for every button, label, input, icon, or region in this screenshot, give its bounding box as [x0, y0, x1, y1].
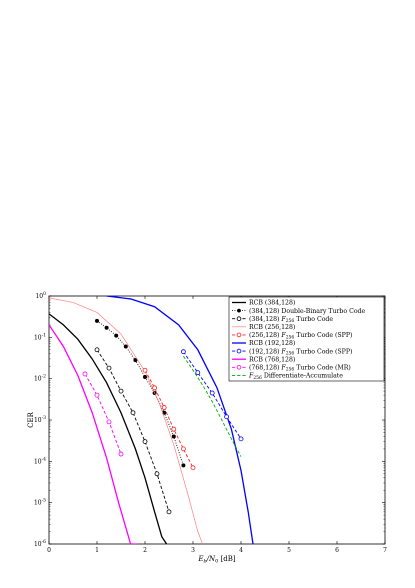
- data-point: [104, 325, 109, 330]
- legend-label: (256,128) F256 Turbo Code (SPP): [249, 332, 352, 340]
- data-point: [123, 344, 128, 349]
- y-axis-label: CER: [27, 411, 35, 427]
- y-tick-label: 10-3: [34, 415, 46, 424]
- x-tick-label: 4: [239, 547, 243, 554]
- data-point: [166, 509, 172, 515]
- data-point: [142, 374, 147, 379]
- x-tick-label: 1: [95, 547, 99, 554]
- legend-label: RCB (768,128): [249, 356, 295, 363]
- legend-label: (384,128) F256 Turbo Code: [249, 316, 333, 324]
- series-0: [49, 313, 168, 544]
- series-line: [49, 324, 138, 544]
- data-point: [190, 465, 196, 471]
- legend: RCB (384,128)(384,128) Double-Binary Tur…: [228, 296, 385, 382]
- legend-label: RCB (192,128): [249, 340, 295, 347]
- y-tick-label: 10-1: [34, 332, 46, 341]
- data-point: [142, 439, 148, 445]
- data-point: [106, 419, 112, 425]
- legend-marker: [236, 316, 242, 322]
- data-point: [224, 414, 230, 420]
- series-3: [49, 297, 203, 544]
- data-point: [94, 347, 100, 353]
- data-point: [171, 434, 176, 439]
- data-point: [180, 446, 186, 452]
- series-2: [94, 347, 172, 515]
- series-4: [142, 367, 196, 471]
- legend-label: RCB (256,128): [249, 324, 295, 331]
- data-point: [238, 436, 244, 442]
- x-tick-label: 3: [191, 547, 195, 554]
- data-point: [161, 405, 167, 410]
- legend-marker: [237, 308, 241, 313]
- series-5: [106, 296, 254, 544]
- series-line: [96, 320, 184, 466]
- series-line: [96, 349, 170, 512]
- series-8: [82, 371, 124, 457]
- data-point: [195, 370, 201, 376]
- series-line: [183, 355, 242, 457]
- x-tick-label: 7: [383, 547, 387, 554]
- data-point: [114, 333, 119, 338]
- data-point: [118, 388, 124, 394]
- series-layer: [49, 296, 254, 544]
- series-line: [49, 297, 203, 544]
- y-tick-label: 10-2: [34, 374, 46, 383]
- series-6: [180, 349, 244, 442]
- series-line: [106, 296, 254, 544]
- y-tick-label: 10-6: [34, 539, 46, 548]
- data-point: [82, 371, 88, 377]
- data-point: [152, 385, 158, 391]
- x-tick-label: 0: [47, 547, 51, 554]
- legend-label: (768,128) F256 Turbo Code (MR): [249, 365, 351, 373]
- x-tick-label: 6: [335, 547, 339, 554]
- legend-label: RCB (384,128): [249, 300, 295, 307]
- series-line: [84, 373, 122, 455]
- series-line: [144, 370, 194, 468]
- legend-label: (384,128) Double-Binary Turbo Code: [249, 308, 366, 315]
- series-7: [49, 324, 138, 544]
- data-point: [95, 318, 100, 323]
- x-tick-label: 2: [143, 547, 147, 554]
- series-9: [183, 355, 242, 457]
- data-point: [118, 451, 124, 457]
- y-tick-label: 100: [35, 291, 46, 300]
- data-point: [142, 367, 148, 373]
- y-tick-label: 10-5: [34, 498, 46, 507]
- data-point: [209, 390, 215, 396]
- series-line: [183, 351, 242, 440]
- legend-marker: [236, 332, 242, 338]
- data-point: [180, 349, 186, 355]
- data-point: [130, 410, 136, 416]
- data-point: [171, 426, 177, 432]
- y-tick-label: 10-4: [34, 456, 46, 465]
- data-point: [154, 471, 160, 477]
- legend-box: [228, 296, 385, 382]
- data-point: [133, 358, 138, 363]
- series-1: [95, 318, 186, 468]
- data-point: [181, 463, 186, 468]
- data-point: [106, 365, 112, 371]
- legend-label: (192,128) F256 Turbo Code (SPP): [249, 348, 352, 356]
- legend-marker: [236, 348, 242, 354]
- data-point: [94, 392, 100, 398]
- series-line: [49, 313, 168, 544]
- legend-marker: [236, 364, 242, 370]
- x-tick-label: 5: [287, 547, 291, 554]
- legend-label: F256 Differentiate-Accumulate: [248, 373, 343, 381]
- x-axis-label: Eb/N0 [dB]: [197, 555, 236, 565]
